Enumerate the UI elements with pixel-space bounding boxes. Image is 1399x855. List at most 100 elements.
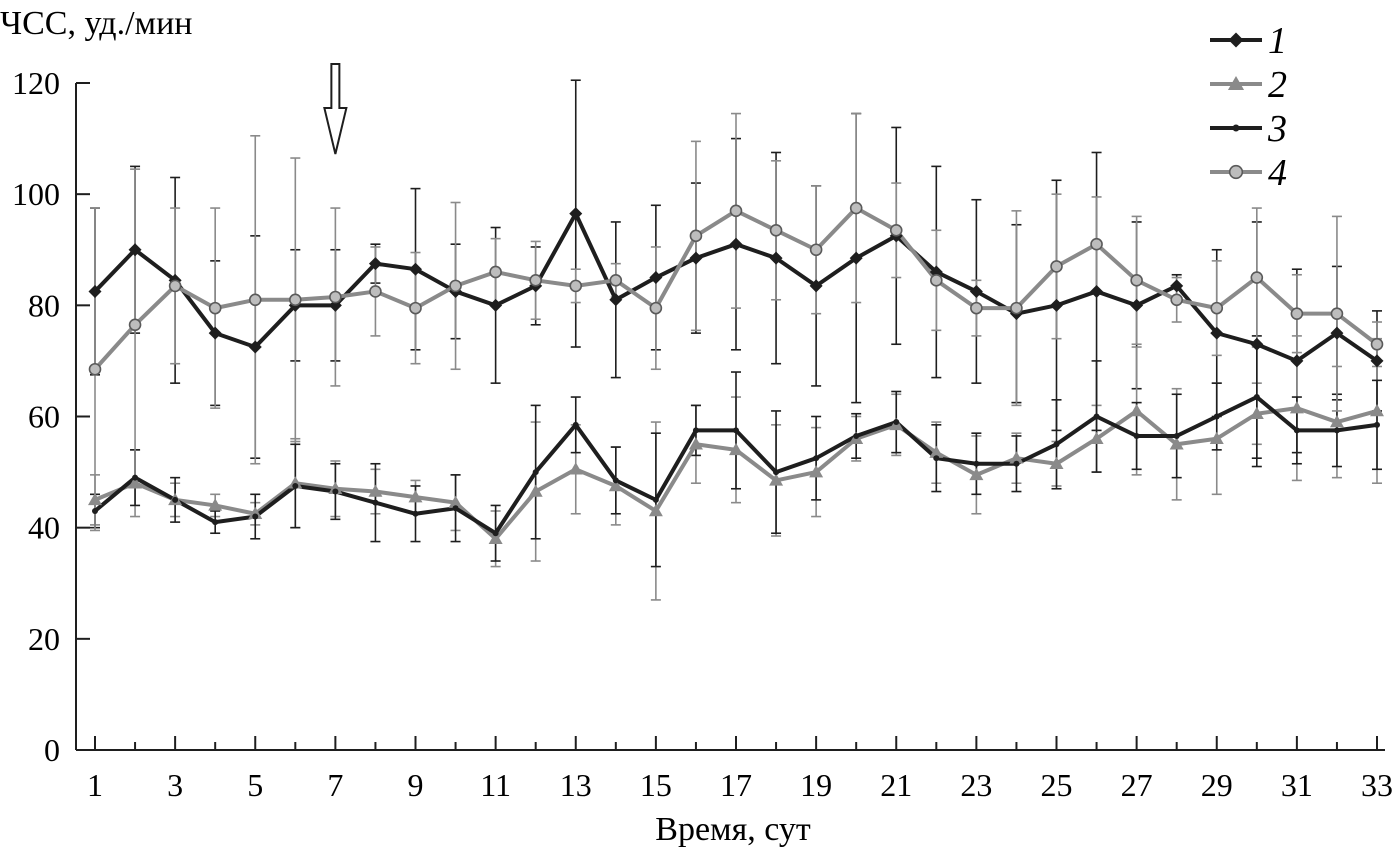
data-point-series-4 bbox=[1170, 293, 1183, 307]
data-point-series-4 bbox=[1010, 301, 1023, 315]
legend-swatch-marker bbox=[1227, 75, 1245, 91]
data-point-series-1 bbox=[969, 284, 983, 298]
data-point-series-2 bbox=[88, 492, 102, 506]
data-point-series-2 bbox=[288, 476, 303, 489]
data-point-series-4 bbox=[529, 274, 542, 287]
data-point-series-3 bbox=[1293, 427, 1300, 434]
data-point-series-1 bbox=[1090, 284, 1104, 298]
data-point-series-2 bbox=[408, 490, 423, 503]
data-point-series-2 bbox=[809, 465, 824, 478]
data-point-series-2 bbox=[929, 445, 944, 458]
data-point-series-3 bbox=[1093, 413, 1100, 420]
data-point-series-4 bbox=[1050, 260, 1063, 273]
x-tick-label: 9 bbox=[408, 767, 424, 803]
data-point-series-3 bbox=[212, 519, 219, 526]
data-point-series-1 bbox=[489, 298, 503, 312]
data-point-series-3 bbox=[1374, 421, 1380, 428]
data-point-series-4 bbox=[1370, 337, 1384, 351]
data-point-series-2 bbox=[1329, 415, 1344, 428]
data-point-series-2 bbox=[208, 498, 223, 511]
data-point-series-2 bbox=[488, 531, 503, 545]
data-point-series-1 bbox=[849, 251, 863, 265]
data-point-series-4 bbox=[208, 301, 222, 315]
data-point-series-1 bbox=[208, 326, 222, 340]
data-point-series-4 bbox=[128, 318, 142, 332]
data-point-series-3 bbox=[853, 432, 860, 439]
data-point-series-4 bbox=[609, 274, 623, 287]
data-point-series-1 bbox=[1330, 326, 1344, 340]
data-point-series-3 bbox=[452, 505, 459, 512]
x-tick-label: 29 bbox=[1201, 767, 1233, 803]
data-point-series-2 bbox=[448, 495, 463, 508]
data-point-series-4 bbox=[168, 279, 182, 293]
y-axis-title: ЧСС, уд./мин bbox=[0, 5, 192, 42]
legend-entry-2: 2 bbox=[1210, 64, 1287, 106]
data-point-series-3 bbox=[1213, 413, 1220, 420]
data-point-series-4 bbox=[1090, 237, 1103, 251]
data-point-series-2 bbox=[368, 484, 383, 497]
data-point-series-2 bbox=[1169, 437, 1184, 450]
data-point-series-2 bbox=[248, 506, 263, 520]
y-tick-label: 120 bbox=[12, 65, 60, 101]
data-point-series-2 bbox=[1009, 451, 1024, 464]
legend-label: 1 bbox=[1268, 20, 1287, 62]
data-point-series-3 bbox=[172, 496, 179, 503]
legend-swatch-marker bbox=[1228, 164, 1244, 180]
data-point-series-2 bbox=[1289, 401, 1304, 414]
y-tick-label: 80 bbox=[28, 287, 60, 323]
data-point-series-2 bbox=[568, 462, 583, 475]
data-point-series-3 bbox=[372, 499, 379, 506]
data-point-series-4 bbox=[1330, 307, 1344, 320]
data-point-series-3 bbox=[332, 488, 339, 495]
legend-entry-3: 3 bbox=[1210, 108, 1287, 150]
data-point-series-3 bbox=[252, 513, 259, 520]
data-point-series-2 bbox=[1089, 431, 1104, 444]
down-arrow-icon bbox=[323, 63, 348, 155]
x-tick-label: 1 bbox=[87, 767, 103, 803]
data-point-series-3 bbox=[292, 482, 299, 489]
y-tick-label: 60 bbox=[28, 399, 60, 435]
data-point-series-1 bbox=[1130, 298, 1144, 312]
x-tick-label: 13 bbox=[560, 767, 592, 803]
data-point-series-3 bbox=[1173, 432, 1180, 439]
data-point-series-3 bbox=[733, 427, 739, 434]
data-point-series-3 bbox=[572, 421, 579, 428]
data-point-series-4 bbox=[649, 301, 663, 315]
data-point-series-1 bbox=[689, 251, 703, 265]
data-point-series-3 bbox=[1253, 394, 1260, 401]
data-point-series-3 bbox=[92, 507, 98, 514]
data-point-series-2 bbox=[648, 503, 663, 517]
data-point-series-4 bbox=[369, 285, 382, 298]
data-point-series-3 bbox=[933, 455, 940, 462]
data-point-series-2 bbox=[1129, 403, 1144, 417]
data-point-series-1 bbox=[88, 284, 102, 298]
data-point-series-4 bbox=[1290, 307, 1304, 320]
data-point-series-2 bbox=[328, 481, 343, 495]
data-point-series-1 bbox=[609, 293, 623, 307]
data-point-series-2 bbox=[769, 473, 784, 486]
data-point-series-1 bbox=[1290, 354, 1304, 368]
data-point-series-1 bbox=[368, 257, 382, 271]
x-tick-label: 21 bbox=[880, 767, 912, 803]
x-tick-label: 25 bbox=[1041, 767, 1073, 803]
y-tick-label: 0 bbox=[44, 732, 60, 768]
data-point-series-4 bbox=[1130, 274, 1143, 287]
data-point-series-1 bbox=[1370, 354, 1384, 368]
data-point-series-1 bbox=[1250, 337, 1264, 351]
data-point-series-4 bbox=[248, 293, 262, 307]
legend-label: 4 bbox=[1268, 152, 1287, 194]
x-tick-label: 11 bbox=[480, 767, 511, 803]
data-point-series-2 bbox=[1209, 431, 1224, 444]
data-point-series-4 bbox=[489, 265, 502, 279]
data-point-series-1 bbox=[769, 251, 783, 265]
data-point-series-4 bbox=[809, 243, 823, 257]
data-point-series-1 bbox=[1050, 298, 1063, 312]
data-point-series-2 bbox=[688, 437, 703, 450]
data-point-series-1 bbox=[649, 271, 663, 285]
data-point-series-3 bbox=[1013, 460, 1020, 467]
x-tick-label: 3 bbox=[167, 767, 183, 803]
data-point-series-3 bbox=[412, 510, 419, 517]
data-point-series-4 bbox=[769, 223, 783, 237]
y-tick-label: 20 bbox=[28, 621, 60, 657]
x-tick-label: 23 bbox=[960, 767, 992, 803]
